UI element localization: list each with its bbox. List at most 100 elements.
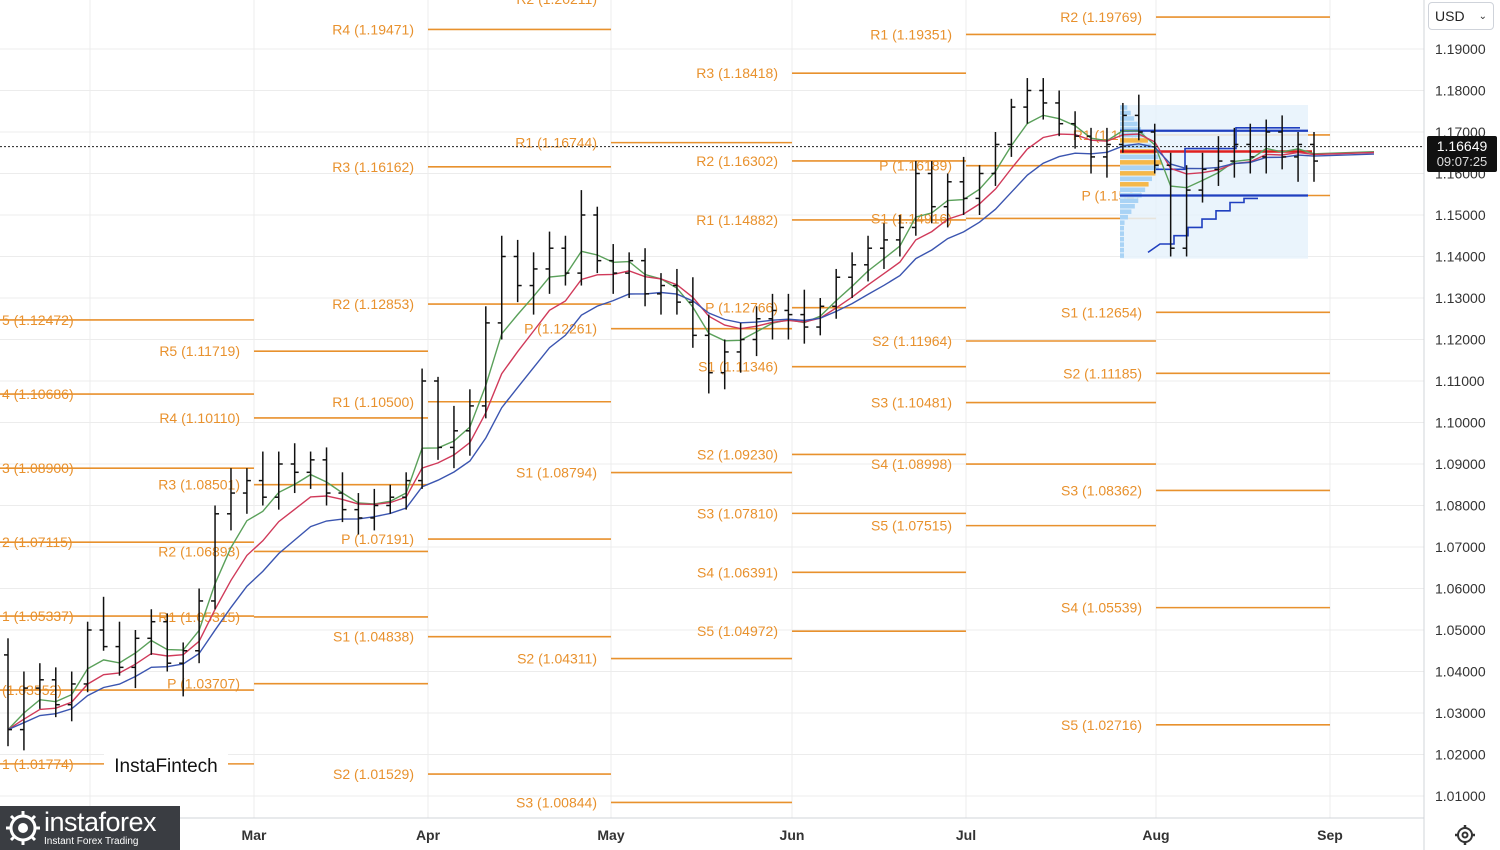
pivot-label: R4 (1.10110) — [159, 410, 240, 426]
volume-row — [1120, 242, 1124, 247]
volume-row — [1120, 154, 1159, 160]
volume-row — [1120, 127, 1142, 132]
price-bar — [354, 493, 363, 535]
price-bar — [1294, 132, 1303, 182]
pivot-label: R3 (1.08501) — [158, 477, 240, 493]
y-tick-label: 1.01000 — [1435, 788, 1486, 804]
volume-row — [1120, 231, 1124, 236]
price-bar — [816, 298, 825, 336]
price-bar — [529, 252, 538, 315]
price-bar — [449, 405, 458, 469]
moving-averages — [7, 114, 1375, 731]
pivot-label: S3 (1.08362) — [1061, 482, 1142, 498]
gear-icon[interactable] — [1454, 824, 1476, 846]
price-bar — [1039, 78, 1048, 120]
pivot-label: S4 (1.06391) — [697, 564, 778, 580]
price-bar — [1278, 115, 1287, 170]
volume-row — [1120, 138, 1148, 143]
pivot-label: R1 (1.14882) — [696, 212, 778, 228]
price-bar — [131, 630, 140, 689]
instaforex-logo[interactable]: instaforex Instant Forex Trading — [0, 806, 180, 850]
price-bar — [179, 642, 188, 697]
pivot-label: R3 (1.18418) — [696, 65, 778, 81]
bar-countdown: 09:07:25 — [1436, 154, 1488, 169]
price-bar — [1246, 123, 1255, 174]
price-bar — [115, 621, 124, 676]
price-bar — [242, 468, 251, 514]
price-bar — [1118, 102, 1127, 153]
y-tick-label: 1.06000 — [1435, 581, 1486, 597]
pivot-label: S1 (1.08794) — [516, 465, 597, 481]
volume-row — [1120, 209, 1132, 214]
x-tick-label: Jul — [956, 827, 976, 843]
price-bar — [322, 447, 331, 506]
pivot-label: R5 (1.11719) — [159, 343, 240, 359]
price-bar — [959, 156, 968, 215]
price-bar — [195, 588, 204, 664]
price-bar — [147, 609, 156, 655]
price-bar — [1214, 136, 1223, 186]
price-bar — [83, 621, 92, 693]
price-bar — [720, 339, 729, 390]
volume-row — [1120, 214, 1128, 220]
pivot-label: S1 (1.12654) — [1061, 304, 1142, 320]
pivot-label: S5 (1.04972) — [697, 623, 778, 639]
price-bar — [1087, 127, 1096, 174]
price-bar — [1182, 165, 1191, 257]
price-bar — [258, 451, 267, 506]
price-bar — [99, 596, 108, 651]
price-bar — [545, 231, 554, 294]
price-bar — [497, 235, 506, 340]
price-bar — [848, 252, 857, 298]
volume-row — [1120, 203, 1135, 209]
pivot-label: R3 (1.16162) — [332, 159, 414, 175]
volume-row — [1120, 187, 1146, 193]
price-bar — [290, 443, 299, 494]
pivot-label: S1 (1.11346) — [698, 359, 778, 375]
last-price-value: 1.16649 — [1436, 138, 1488, 154]
pivot-label: S5 (1.07515) — [871, 518, 952, 534]
price-bar — [19, 671, 28, 751]
currency-dropdown[interactable]: USD ⌄ — [1428, 2, 1494, 30]
pivot-label: S4 (1.08998) — [871, 456, 952, 472]
volume-profile — [1120, 105, 1312, 259]
pivot-label: R2 (1.19769) — [1060, 9, 1142, 25]
volume-row — [1120, 253, 1124, 258]
pivot-label: S3 (1.10481) — [871, 395, 952, 411]
pivot-label: R2 (1.12853) — [332, 296, 414, 312]
volume-row — [1120, 110, 1131, 116]
pivot-label: 1 (1.01774) — [2, 756, 74, 772]
price-bar — [1023, 78, 1032, 124]
price-bar — [895, 215, 904, 257]
price-bar — [768, 293, 777, 340]
y-tick-label: 1.19000 — [1435, 41, 1486, 57]
y-tick-label: 1.02000 — [1435, 747, 1486, 763]
price-bar — [1198, 152, 1207, 203]
pivot-label: 4 (1.10686) — [2, 386, 74, 402]
pivot-label: S3 (1.00844) — [516, 794, 597, 810]
y-tick-label: 1.10000 — [1435, 415, 1486, 431]
chevron-down-icon: ⌄ — [1478, 10, 1487, 22]
price-bar — [879, 223, 888, 269]
y-tick-label: 1.05000 — [1435, 622, 1486, 638]
price-bar — [481, 306, 490, 419]
price-bar — [832, 268, 841, 319]
x-tick-label: Aug — [1142, 827, 1169, 843]
x-tick-label: Jun — [780, 827, 805, 843]
pivot-label: 2 (1.07115) — [2, 534, 73, 550]
price-bar — [211, 505, 220, 610]
y-tick-label: 1.15000 — [1435, 207, 1486, 223]
x-tick-label: Sep — [1317, 827, 1343, 843]
pivot-label: P (1.12261) — [524, 321, 597, 337]
volume-row — [1120, 160, 1162, 165]
pivot-levels: 5 (1.12472) 4 (1.10686) 3 (1.08900) 2 (1.07… — [0, 0, 1330, 810]
y-tick-label: 1.09000 — [1435, 456, 1486, 472]
price-bar — [1055, 90, 1064, 137]
price-bar — [641, 248, 650, 307]
volume-row — [1120, 182, 1149, 187]
volume-row — [1120, 236, 1124, 242]
pivot-label: S2 (1.11964) — [872, 333, 952, 349]
pivot-label: S1 (1.04838) — [333, 629, 414, 645]
